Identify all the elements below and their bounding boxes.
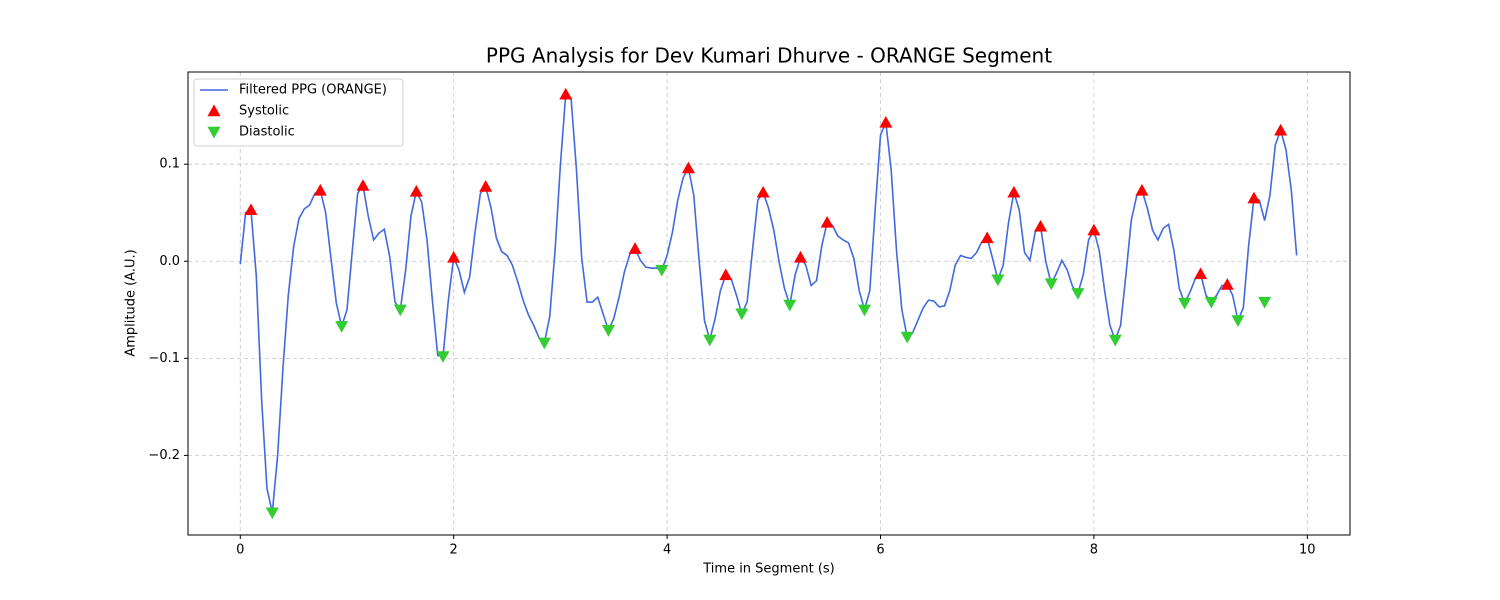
legend-swatch	[207, 126, 221, 139]
y-tick-label: −0.2	[148, 448, 180, 463]
x-axis-label: Time in Segment (s)	[702, 562, 834, 577]
legend-label: Systolic	[239, 104, 289, 119]
diastolic-marker	[601, 324, 615, 337]
x-tick-label: 4	[663, 543, 671, 558]
y-axis-label: Amplitude (A.U.)	[124, 249, 139, 356]
systolic-marker	[719, 268, 733, 281]
diastolic-marker	[335, 321, 349, 333]
diastolic-marker	[1108, 334, 1122, 347]
x-tick-label: 10	[1299, 543, 1316, 558]
systolic-marker	[356, 179, 370, 191]
plot-area	[188, 72, 1350, 535]
x-tick-label: 8	[1090, 543, 1098, 558]
legend: Filtered PPG (ORANGE) Systolic Diastolic	[193, 78, 404, 147]
y-tick-label: −0.1	[148, 351, 180, 366]
systolic-marker	[479, 180, 493, 192]
systolic-marker	[820, 215, 834, 228]
systolic-marker	[1135, 183, 1149, 196]
diastolic-marker	[1071, 288, 1085, 300]
systolic-marker	[409, 184, 423, 197]
diastolic-marker	[991, 274, 1005, 287]
systolic-marker	[681, 161, 695, 174]
systolic-marker	[1274, 123, 1288, 136]
systolic-marker	[1087, 223, 1101, 236]
y-tick-label: 0.0	[159, 254, 180, 269]
systolic-marker	[1247, 191, 1261, 204]
diastolic-marker	[265, 507, 279, 520]
systolic-marker	[1034, 219, 1048, 232]
diastolic-marker	[857, 304, 871, 317]
diastolic-marker	[1204, 296, 1218, 309]
diastolic-marker	[1178, 297, 1192, 310]
diastolic-marker	[1258, 296, 1272, 309]
legend-label: Filtered PPG (ORANGE)	[239, 83, 387, 98]
systolic-marker	[1194, 267, 1208, 280]
diastolic-marker	[703, 334, 717, 347]
systolic-marker	[244, 203, 258, 216]
x-tick-label: 0	[236, 543, 244, 558]
systolic-marker	[793, 250, 807, 263]
legend-label: Diastolic	[239, 125, 295, 140]
systolic-marker	[1220, 278, 1234, 290]
systolic-marker	[980, 231, 994, 244]
axes-frame	[187, 71, 1351, 536]
diastolic-marker	[783, 299, 797, 312]
x-tick-label: 2	[450, 543, 458, 558]
systolic-marker	[447, 250, 461, 263]
diastolic-marker	[436, 351, 450, 363]
diastolic-marker	[537, 337, 551, 350]
chart-title: PPG Analysis for Dev Kumari Dhurve - ORA…	[486, 44, 1052, 68]
systolic-marker	[628, 242, 642, 254]
systolic-marker	[313, 183, 327, 196]
diastolic-marker	[735, 308, 749, 321]
systolic-marker	[1007, 185, 1021, 198]
diastolic-marker	[900, 331, 914, 344]
diastolic-marker	[655, 264, 669, 277]
legend-box	[193, 78, 404, 147]
diastolic-marker	[1231, 315, 1245, 327]
systolic-marker	[756, 185, 770, 198]
systolic-marker	[879, 115, 893, 128]
systolic-marker	[559, 87, 573, 100]
diastolic-marker	[1044, 278, 1058, 291]
x-tick-label: 6	[876, 543, 884, 558]
diastolic-marker	[393, 304, 407, 317]
y-tick-label: 0.1	[159, 157, 180, 172]
legend-swatch	[207, 104, 221, 117]
